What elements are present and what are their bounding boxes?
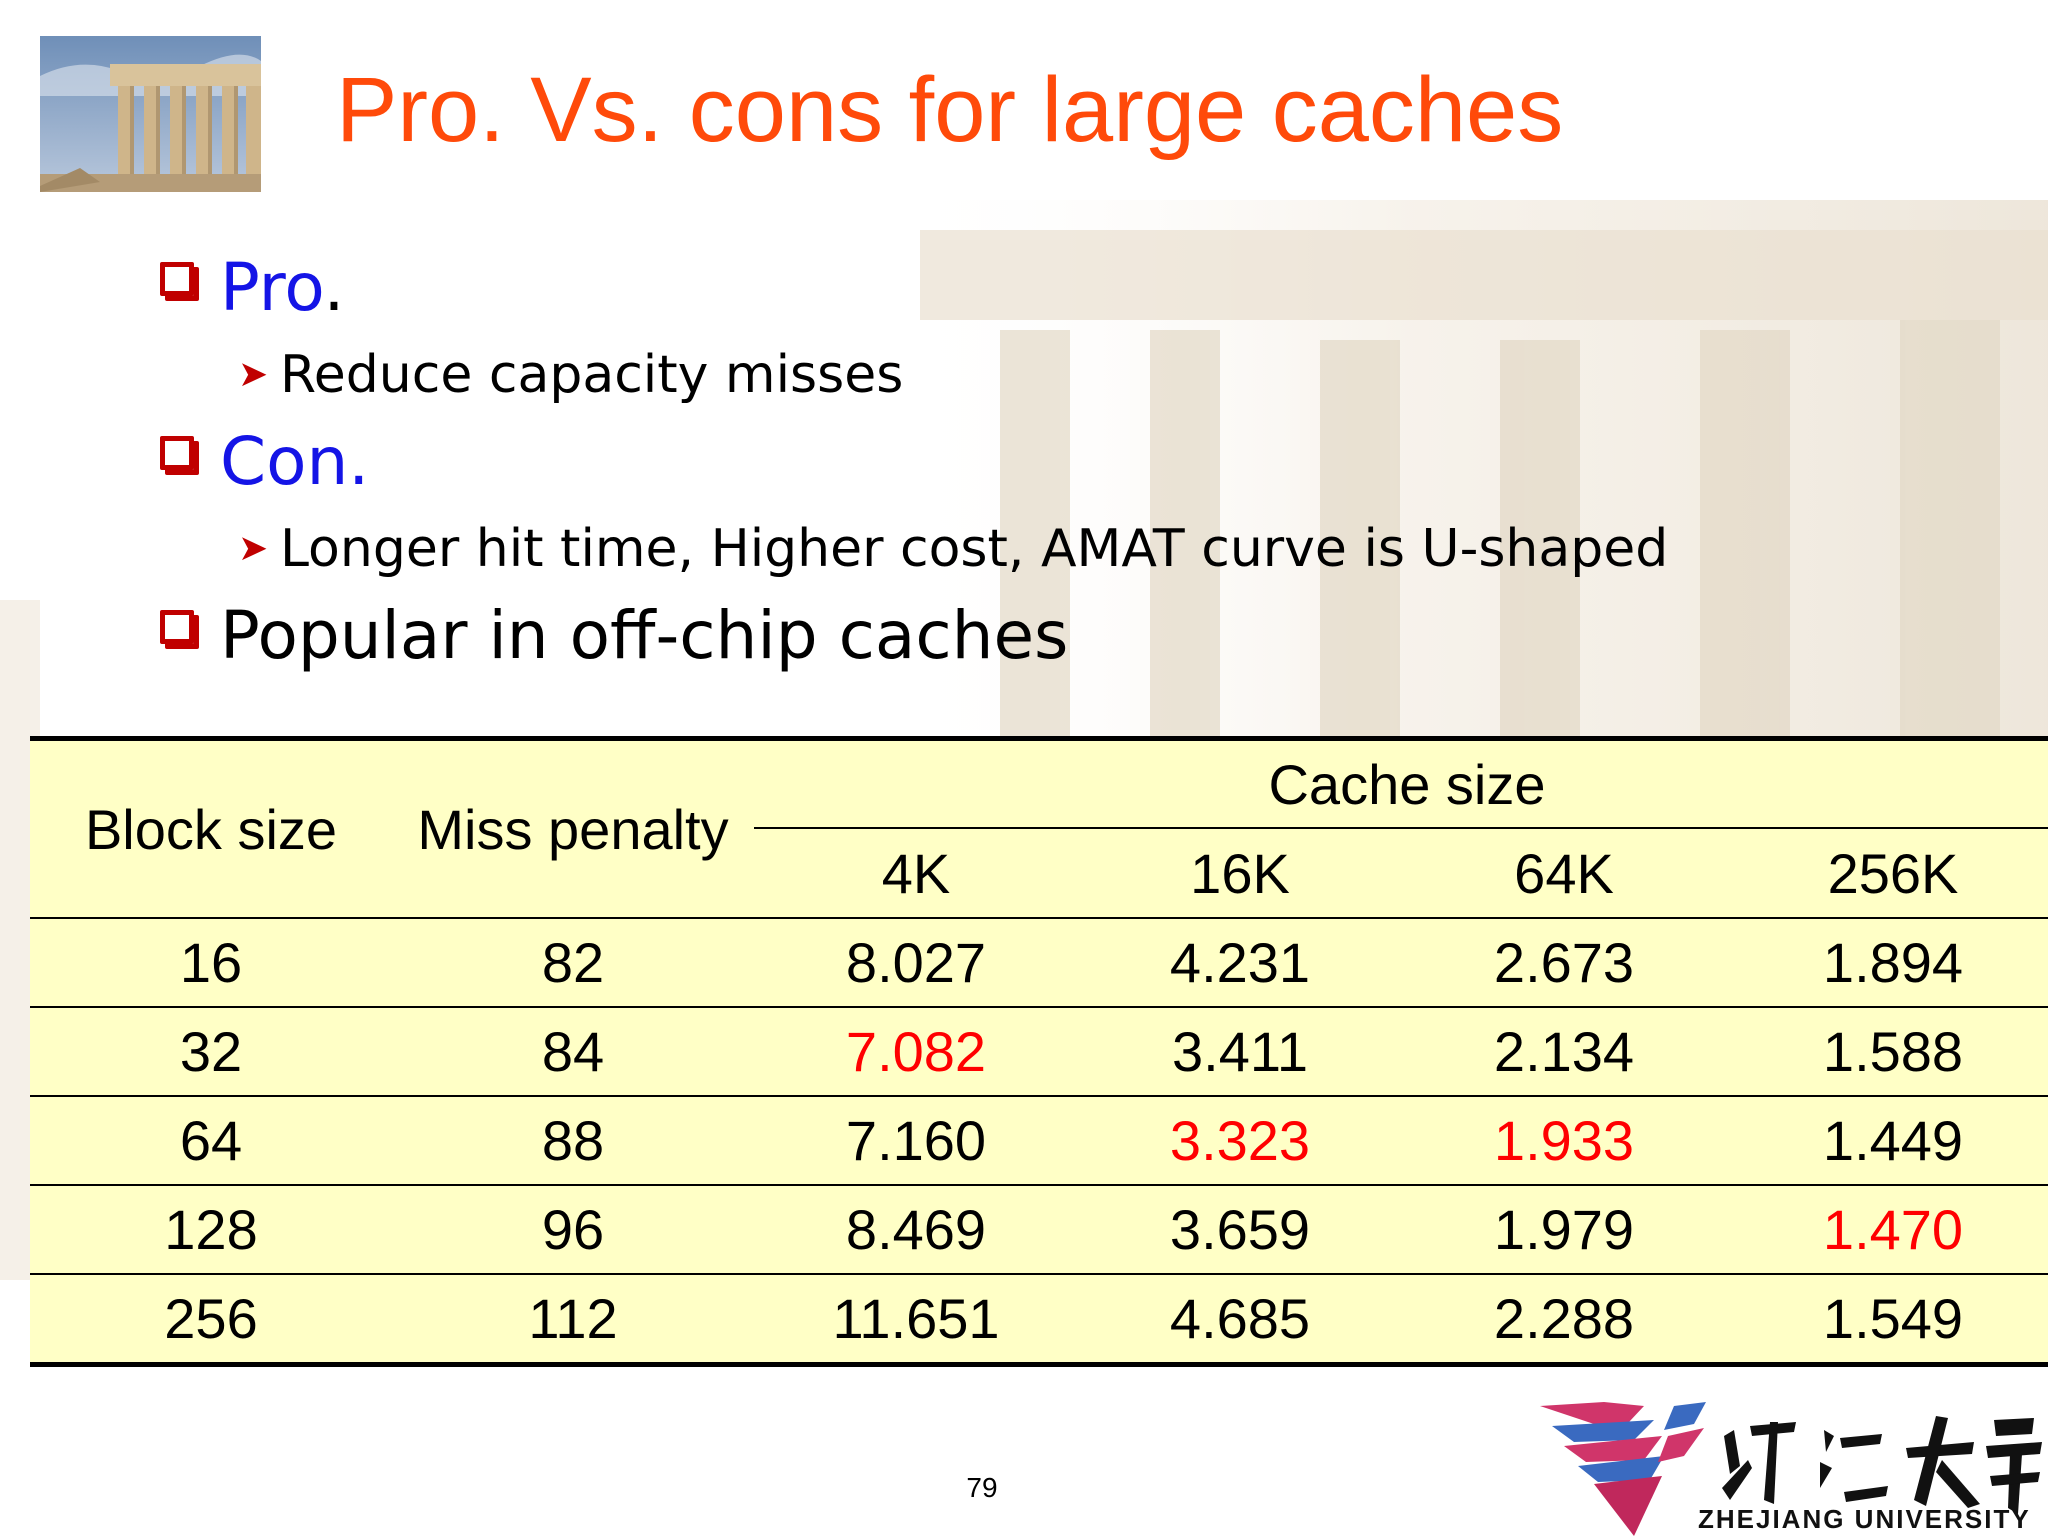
cell-amat-best: 1.933 (1402, 1095, 1726, 1185)
checkbox-bullet-icon (160, 436, 194, 470)
cell-amat-best: 7.082 (754, 1006, 1078, 1096)
cell-amat: 4.685 (1078, 1273, 1402, 1365)
cell-amat-best: 3.323 (1078, 1095, 1402, 1185)
header-miss-penalty: Miss penalty (417, 797, 729, 861)
sub-bullet-con: ➤ Longer hit time, Higher cost, AMAT cur… (238, 506, 2038, 592)
cell-amat: 8.027 (754, 917, 1078, 1007)
cell-block: 32 (30, 1006, 392, 1096)
cell-amat: 1.588 (1726, 1006, 2048, 1096)
checkbox-bullet-icon (160, 610, 194, 644)
cell-amat-best: 1.470 (1726, 1184, 2048, 1274)
cell-amat: 3.659 (1078, 1184, 1402, 1274)
cell-amat: 8.469 (754, 1184, 1078, 1274)
bullet-pro: Pro. (158, 244, 2038, 332)
temple-photo (40, 36, 261, 192)
sub-bullet-pro: ➤ Reduce capacity misses (238, 332, 2038, 418)
table-row: 128 96 8.469 3.659 1.979 1.470 (30, 1184, 2048, 1274)
cell-amat: 4.231 (1078, 917, 1402, 1007)
bullet-list: Pro. ➤ Reduce capacity misses Con. ➤ Lon… (158, 244, 2038, 680)
cell-amat: 1.979 (1402, 1184, 1726, 1274)
cell-block: 64 (30, 1095, 392, 1185)
bullet-con-label: Con. (220, 423, 370, 500)
table-row: 64 88 7.160 3.323 1.933 1.449 (30, 1095, 2048, 1185)
cell-amat: 1.894 (1726, 917, 2048, 1007)
table-row: 32 84 7.082 3.411 2.134 1.588 (30, 1006, 2048, 1096)
phoenix-emblem-icon (1540, 1402, 1706, 1536)
cell-penalty: 112 (392, 1273, 754, 1365)
slide-title: Pro. Vs. cons for large caches (336, 59, 1564, 161)
header-block-size: Block size (84, 797, 338, 861)
bullet-popular-label: Popular in off-chip caches (220, 597, 1069, 674)
cell-amat: 11.651 (754, 1273, 1078, 1365)
bullet-con: Con. (158, 418, 2038, 506)
table-row: 256 112 11.651 4.685 2.288 1.549 (30, 1273, 2048, 1365)
arrow-bullet-icon: ➤ (238, 354, 269, 395)
cell-block: 128 (30, 1184, 392, 1274)
university-logo (1540, 1402, 2042, 1536)
header-size: 16K (1190, 841, 1290, 905)
sub-bullet-pro-text: Reduce capacity misses (280, 345, 904, 405)
header-size: 256K (1827, 841, 1959, 905)
checkbox-bullet-icon (160, 262, 194, 296)
cell-amat: 1.449 (1726, 1095, 2048, 1185)
cell-penalty: 96 (392, 1184, 754, 1274)
cell-amat: 3.411 (1078, 1006, 1402, 1096)
cell-amat: 2.673 (1402, 917, 1726, 1007)
sub-bullet-con-text: Longer hit time, Higher cost, AMAT curve… (280, 519, 1669, 579)
cell-penalty: 84 (392, 1006, 754, 1096)
table-row: 16 82 8.027 4.231 2.673 1.894 (30, 917, 2048, 1007)
bullet-popular: Popular in off-chip caches (158, 592, 2038, 680)
cell-amat: 2.288 (1402, 1273, 1726, 1365)
cell-block: 256 (30, 1273, 392, 1365)
bullet-pro-suffix: . (323, 249, 345, 326)
cell-amat: 2.134 (1402, 1006, 1726, 1096)
arrow-bullet-icon: ➤ (238, 528, 269, 569)
page-number: 79 (966, 1472, 998, 1503)
amat-table: Block size Miss penalty Cache size 4K 16… (30, 736, 2048, 1367)
cell-penalty: 82 (392, 917, 754, 1007)
cell-penalty: 88 (392, 1095, 754, 1185)
header-cache-size: Cache size (754, 738, 2048, 829)
chinese-calligraphy-wordmark (1722, 1416, 2042, 1514)
bullet-pro-label: Pro (220, 249, 324, 326)
header-size: 64K (1514, 841, 1614, 905)
cell-amat: 1.549 (1726, 1273, 2048, 1365)
cell-amat: 7.160 (754, 1095, 1078, 1185)
cell-block: 16 (30, 917, 392, 1007)
university-name: ZHEJIANG UNIVERSITY (1698, 1504, 2031, 1534)
header-size: 4K (881, 841, 951, 905)
